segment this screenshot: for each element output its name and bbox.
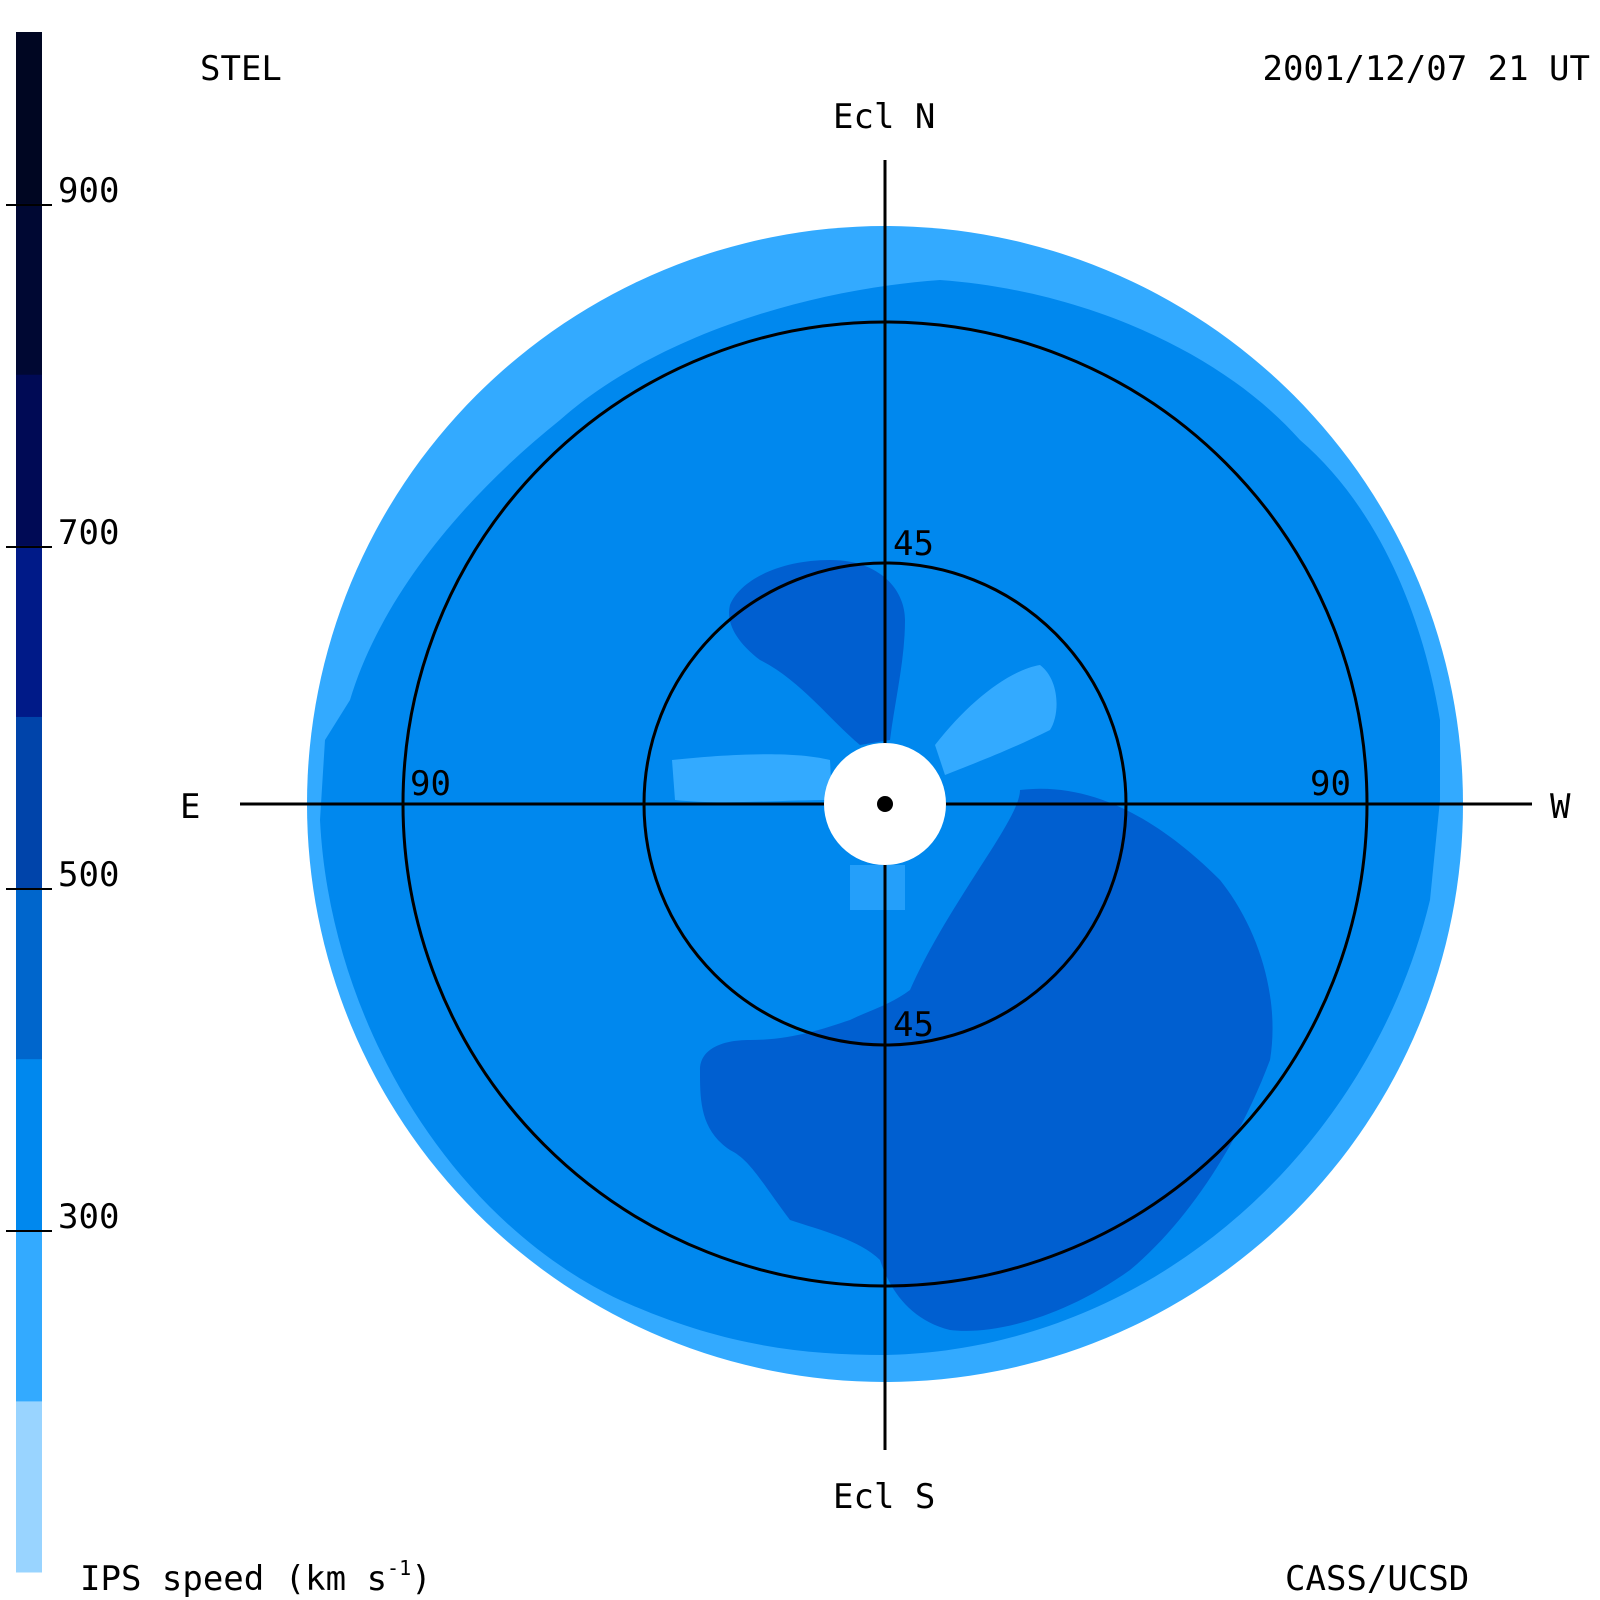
colorbar-band bbox=[16, 1229, 42, 1402]
slow-wind-streak-east bbox=[672, 754, 832, 803]
colorbar-tick-label: 500 bbox=[58, 855, 120, 895]
slow-wind-streak-south bbox=[850, 865, 905, 910]
colorbar-band bbox=[16, 545, 42, 717]
ring-45-label-bottom: 45 bbox=[893, 1005, 934, 1045]
colorbar-band bbox=[16, 716, 42, 889]
fast-wind-region-north bbox=[729, 560, 905, 745]
colorbar-title-end: ) bbox=[411, 1559, 432, 1599]
colorbar-band bbox=[16, 1058, 42, 1231]
slow-wind-streak-west bbox=[935, 665, 1057, 775]
ring-45-label-top: 45 bbox=[893, 524, 934, 564]
ring-90-label-west: 90 bbox=[1310, 764, 1351, 804]
sun-center-dot bbox=[877, 796, 893, 812]
north-label: Ecl N bbox=[833, 97, 936, 137]
east-label: E bbox=[180, 787, 201, 827]
instrument-label: STEL bbox=[200, 49, 282, 89]
credit-label: CASS/UCSD bbox=[1285, 1559, 1470, 1599]
ring-90-label-east: 90 bbox=[410, 764, 451, 804]
colorbar-title-main: IPS speed (km s bbox=[80, 1559, 388, 1599]
colorbar-tick-label: 900 bbox=[58, 171, 120, 211]
west-label: W bbox=[1550, 787, 1571, 827]
timestamp-label: 2001/12/07 21 UT bbox=[1262, 49, 1590, 89]
colorbar-band bbox=[16, 203, 42, 375]
colorbar-title-sup: -1 bbox=[387, 1556, 412, 1580]
fast-wind-region bbox=[700, 788, 1273, 1331]
south-label: Ecl S bbox=[833, 1477, 936, 1517]
colorbar-tick-label: 300 bbox=[58, 1197, 120, 1237]
colorbar-band bbox=[16, 887, 42, 1060]
colorbar-tick-label: 700 bbox=[58, 513, 120, 553]
colorbar-title: IPS speed (km s-1) bbox=[80, 1558, 432, 1599]
colorbar-band bbox=[16, 32, 42, 204]
speed-colorbar bbox=[6, 32, 52, 1573]
colorbar-band bbox=[16, 374, 42, 546]
colorbar-band bbox=[16, 1400, 42, 1573]
